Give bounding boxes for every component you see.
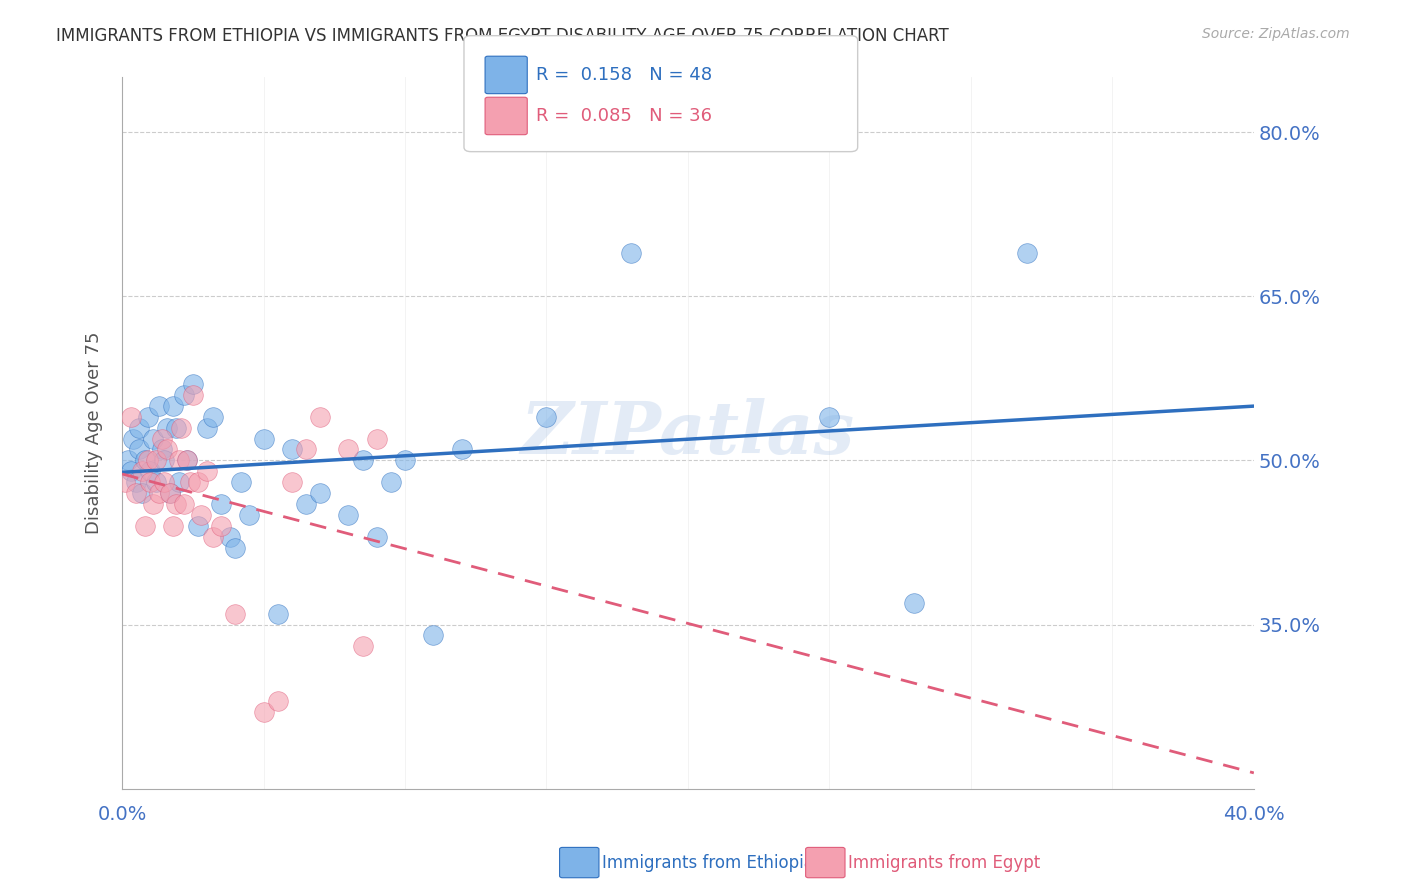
Point [309, 486, 332, 500]
Point [176, 453, 198, 467]
Point [153, 453, 176, 467]
Point [818, 409, 841, 424]
Point [422, 628, 444, 642]
Point [281, 442, 304, 457]
Point [165, 497, 187, 511]
Point [187, 519, 209, 533]
Point [252, 705, 274, 719]
Text: 40.0%: 40.0% [1223, 805, 1285, 824]
Point [337, 442, 360, 457]
Point [190, 508, 212, 522]
Text: R =  0.158   N = 48: R = 0.158 N = 48 [536, 66, 711, 84]
Point [148, 399, 170, 413]
Point [218, 530, 240, 544]
Point [114, 475, 136, 490]
Point [295, 497, 318, 511]
Point [131, 486, 153, 500]
Point [156, 420, 179, 434]
Point [201, 530, 224, 544]
Point [162, 399, 184, 413]
Point [120, 464, 142, 478]
Point [229, 475, 252, 490]
Point [394, 453, 416, 467]
Point [224, 541, 246, 555]
Text: Immigrants from Egypt: Immigrants from Egypt [848, 854, 1040, 871]
Point [295, 442, 318, 457]
Point [167, 453, 190, 467]
Text: ZIPatlas: ZIPatlas [520, 398, 855, 468]
Point [173, 497, 195, 511]
Point [150, 442, 173, 457]
Point [128, 420, 150, 434]
Point [195, 420, 218, 434]
Point [366, 530, 388, 544]
Point [1017, 245, 1039, 260]
Point [136, 409, 159, 424]
Point [139, 475, 162, 490]
Point [266, 607, 288, 621]
Point [266, 694, 288, 708]
Point [134, 519, 156, 533]
Point [162, 519, 184, 533]
Point [139, 464, 162, 478]
Point [153, 475, 176, 490]
Point [136, 453, 159, 467]
Point [156, 442, 179, 457]
Point [536, 409, 558, 424]
Point [134, 453, 156, 467]
Point [117, 453, 139, 467]
Point [309, 409, 332, 424]
Point [173, 388, 195, 402]
Point [125, 486, 148, 500]
Point [142, 432, 165, 446]
Point [128, 442, 150, 457]
Point [903, 596, 925, 610]
Point [209, 497, 232, 511]
Text: Source: ZipAtlas.com: Source: ZipAtlas.com [1202, 27, 1350, 41]
Point [238, 508, 260, 522]
Point [380, 475, 402, 490]
Point [125, 475, 148, 490]
Text: IMMIGRANTS FROM ETHIOPIA VS IMMIGRANTS FROM EGYPT DISABILITY AGE OVER 75 CORRELA: IMMIGRANTS FROM ETHIOPIA VS IMMIGRANTS F… [56, 27, 949, 45]
Point [366, 432, 388, 446]
Point [209, 519, 232, 533]
Point [145, 475, 167, 490]
Point [187, 475, 209, 490]
Point [122, 432, 145, 446]
Point [176, 453, 198, 467]
Point [170, 420, 193, 434]
Point [179, 475, 201, 490]
Text: R =  0.085   N = 36: R = 0.085 N = 36 [536, 107, 711, 125]
Point [352, 453, 374, 467]
Text: Immigrants from Ethiopia: Immigrants from Ethiopia [602, 854, 814, 871]
Point [120, 409, 142, 424]
Point [252, 432, 274, 446]
Point [159, 486, 181, 500]
Point [142, 497, 165, 511]
Y-axis label: Disability Age Over 75: Disability Age Over 75 [86, 332, 103, 534]
Point [620, 245, 643, 260]
Point [181, 388, 204, 402]
Point [337, 508, 360, 522]
Point [352, 640, 374, 654]
Point [450, 442, 472, 457]
Point [148, 486, 170, 500]
Point [201, 409, 224, 424]
Text: 0.0%: 0.0% [97, 805, 146, 824]
Point [131, 464, 153, 478]
Point [145, 453, 167, 467]
Point [281, 475, 304, 490]
Point [159, 486, 181, 500]
Point [165, 420, 187, 434]
Point [181, 376, 204, 391]
Point [150, 432, 173, 446]
Point [224, 607, 246, 621]
Point [167, 475, 190, 490]
Point [195, 464, 218, 478]
